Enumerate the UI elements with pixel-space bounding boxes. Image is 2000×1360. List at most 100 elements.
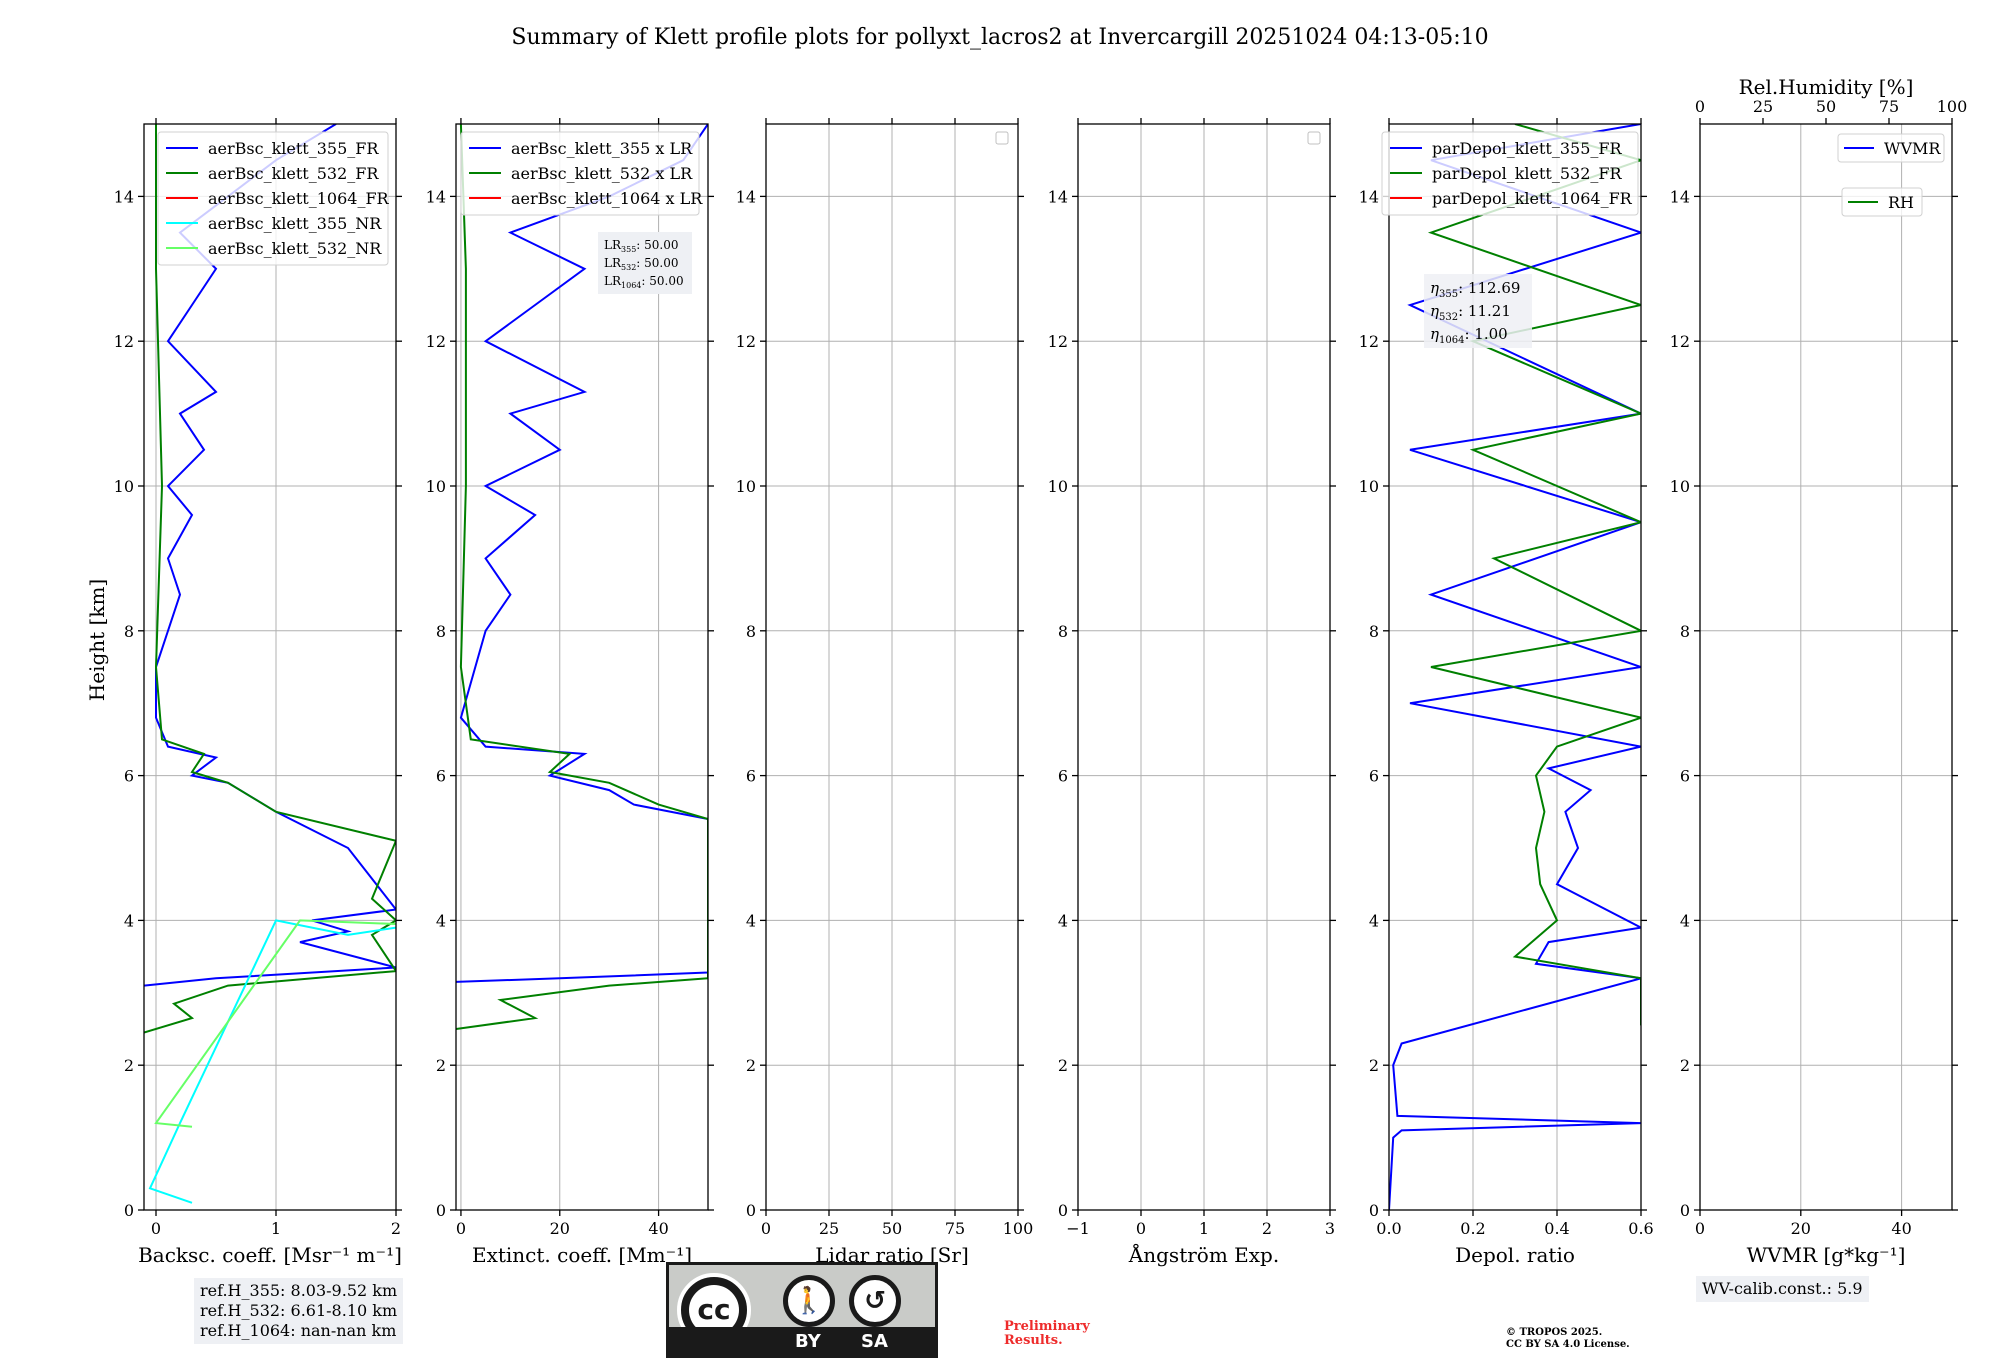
x-tick-label: 3 [1325,1219,1335,1238]
copyright-note: © TROPOS 2025. CC BY SA 4.0 License. [1506,1327,1630,1350]
x-tick-label: 0.2 [1460,1219,1485,1238]
y-tick-label: 8 [746,622,756,641]
legend-label: aerBsc_klett_532 x LR [511,164,693,183]
legend-box [1837,133,1945,163]
eta-values-box: η355: 112.69 η532: 11.21 η1064: 1.00 [1424,274,1532,348]
y-tick-label: 6 [1680,767,1690,786]
legend-label: aerBsc_klett_1064 x LR [511,189,703,208]
legend-rh: RH [1841,187,1923,217]
preliminary-note: Preliminary Results. [1004,1319,1090,1348]
x-axis-label: Backsc. coeff. [Msr⁻¹ m⁻¹] [138,1243,402,1267]
y-tick-label: 12 [736,332,756,351]
y-tick-label: 8 [1680,622,1690,641]
y-tick-label: 14 [736,187,756,206]
ref-height-532: ref.H_532: 6.61-8.10 km [200,1301,398,1320]
plot-frame [1388,123,1642,1211]
x-axis-label: Extinct. coeff. [Mm⁻¹] [472,1243,692,1267]
legend-label: aerBsc_klett_355 x LR [511,139,693,158]
x-tick-label: −1 [1066,1219,1090,1238]
svg-text:LR532: 50.00: LR532: 50.00 [604,256,679,272]
lr-values-box: LR355: 50.00 LR532: 50.00 LR1064: 50.00 [598,232,692,294]
x-tick-label: 0.6 [1628,1219,1653,1238]
x-tick-label: 0 [456,1219,466,1238]
y-tick-label: 14 [1670,187,1690,206]
y-tick-label: 8 [1058,622,1068,641]
wv-calibration-box: WV-calib.const.: 5.9 [1696,1276,1869,1302]
svg-text:η355: 112.69: η355: 112.69 [1430,279,1520,300]
y-tick-label: 0 [746,1201,756,1220]
legend-extinction: aerBsc_klett_355 x LR aerBsc_klett_532 x … [460,131,703,216]
legend-label: WVMR [1884,139,1941,158]
series-aerBsc_klett_532_NR [154,919,396,1128]
x-tick-label: 40 [1891,1219,1911,1238]
x-tick-label: 20 [550,1219,570,1238]
y-tick-label: 2 [436,1056,446,1075]
y-tick-label: 4 [1369,911,1379,930]
x-tick-label: 1 [271,1219,281,1238]
y-axis-label: Height [km] [85,579,109,701]
y-tick-label: 2 [124,1056,134,1075]
plot-frame [143,123,397,1211]
top-tick-label: 75 [1879,97,1899,116]
by-person-icon: 🚶 [783,1275,835,1327]
y-tick-label: 0 [436,1201,446,1220]
series-aerBsc_klett_532 x LR [456,124,708,1030]
y-tick-label: 0 [1058,1201,1068,1220]
x-axis-label: Ångström Exp. [1128,1242,1279,1267]
x-tick-label: 20 [1791,1219,1811,1238]
plot-frame [455,123,709,1211]
x-tick-label: 75 [945,1219,965,1238]
y-tick-label: 2 [1369,1056,1379,1075]
y-tick-label: 6 [1369,767,1379,786]
legend-label: aerBsc_klett_532_FR [208,164,379,183]
x-tick-label: 0 [1136,1219,1146,1238]
y-tick-label: 10 [1359,477,1379,496]
y-tick-label: 10 [1670,477,1690,496]
y-tick-label: 12 [1670,332,1690,351]
legend-box [1381,131,1639,216]
panel-extinction: 0 20 40 Extinct. coeff. [Mm⁻¹] 0 2 4 6 8 10 12 14 ae… [426,118,714,1267]
x-tick-label: 0.4 [1544,1219,1569,1238]
x-tick-label: 1 [1199,1219,1209,1238]
empty-legend-box [1307,131,1321,145]
y-tick-label: 12 [1048,332,1068,351]
legend-wvmr: WVMR [1837,133,1945,163]
y-tick-label: 14 [1359,187,1379,206]
x-tick-label: 50 [882,1219,902,1238]
top-tick-label: 25 [1753,97,1773,116]
y-tick-label: 12 [1359,332,1379,351]
x-tick-label: 0 [761,1219,771,1238]
badge-sa-label: SA [861,1331,888,1352]
legend-box [157,131,389,266]
x-tick-label: 40 [648,1219,668,1238]
legend-label: parDepol_klett_532_FR [1432,164,1623,183]
x-tick-label: 2 [1262,1219,1272,1238]
badge-by-label: BY [795,1331,821,1352]
x-tick-label: 100 [1003,1219,1034,1238]
series-aerBsc_klett_355_NR [148,919,396,1204]
legend-label: aerBsc_klett_1064_FR [208,189,390,208]
y-tick-label: 4 [1680,911,1690,930]
series-parDepol_klett_355_FR [1389,124,1641,1210]
y-tick-label: 12 [114,332,134,351]
empty-legend-box [995,131,1009,145]
legend-label: aerBsc_klett_532_NR [208,239,382,258]
y-tick-label: 0 [1369,1201,1379,1220]
y-tick-label: 10 [736,477,756,496]
top-tick-label: 100 [1937,97,1968,116]
y-tick-label: 10 [1048,477,1068,496]
y-tick-label: 0 [1680,1201,1690,1220]
panel-wvmr: 0 20 40 WVMR [g*kg⁻¹] 0 2 4 6 8 10 12 14 0 25 50 75 100 R… [1670,75,1968,1267]
x-axis-label: Depol. ratio [1455,1243,1575,1267]
svg-text:η1064: 1.00: η1064: 1.00 [1430,325,1508,346]
reference-height-box: ref.H_355: 8.03-9.52 km ref.H_532: 6.61-… [194,1278,404,1344]
y-tick-label: 2 [1058,1056,1068,1075]
x-tick-label: 0 [151,1219,161,1238]
top-tick-label: 50 [1816,97,1836,116]
figure-title: Summary of Klett profile plots for polly… [511,25,1488,50]
legend-box [1841,187,1923,217]
y-tick-label: 4 [436,911,446,930]
